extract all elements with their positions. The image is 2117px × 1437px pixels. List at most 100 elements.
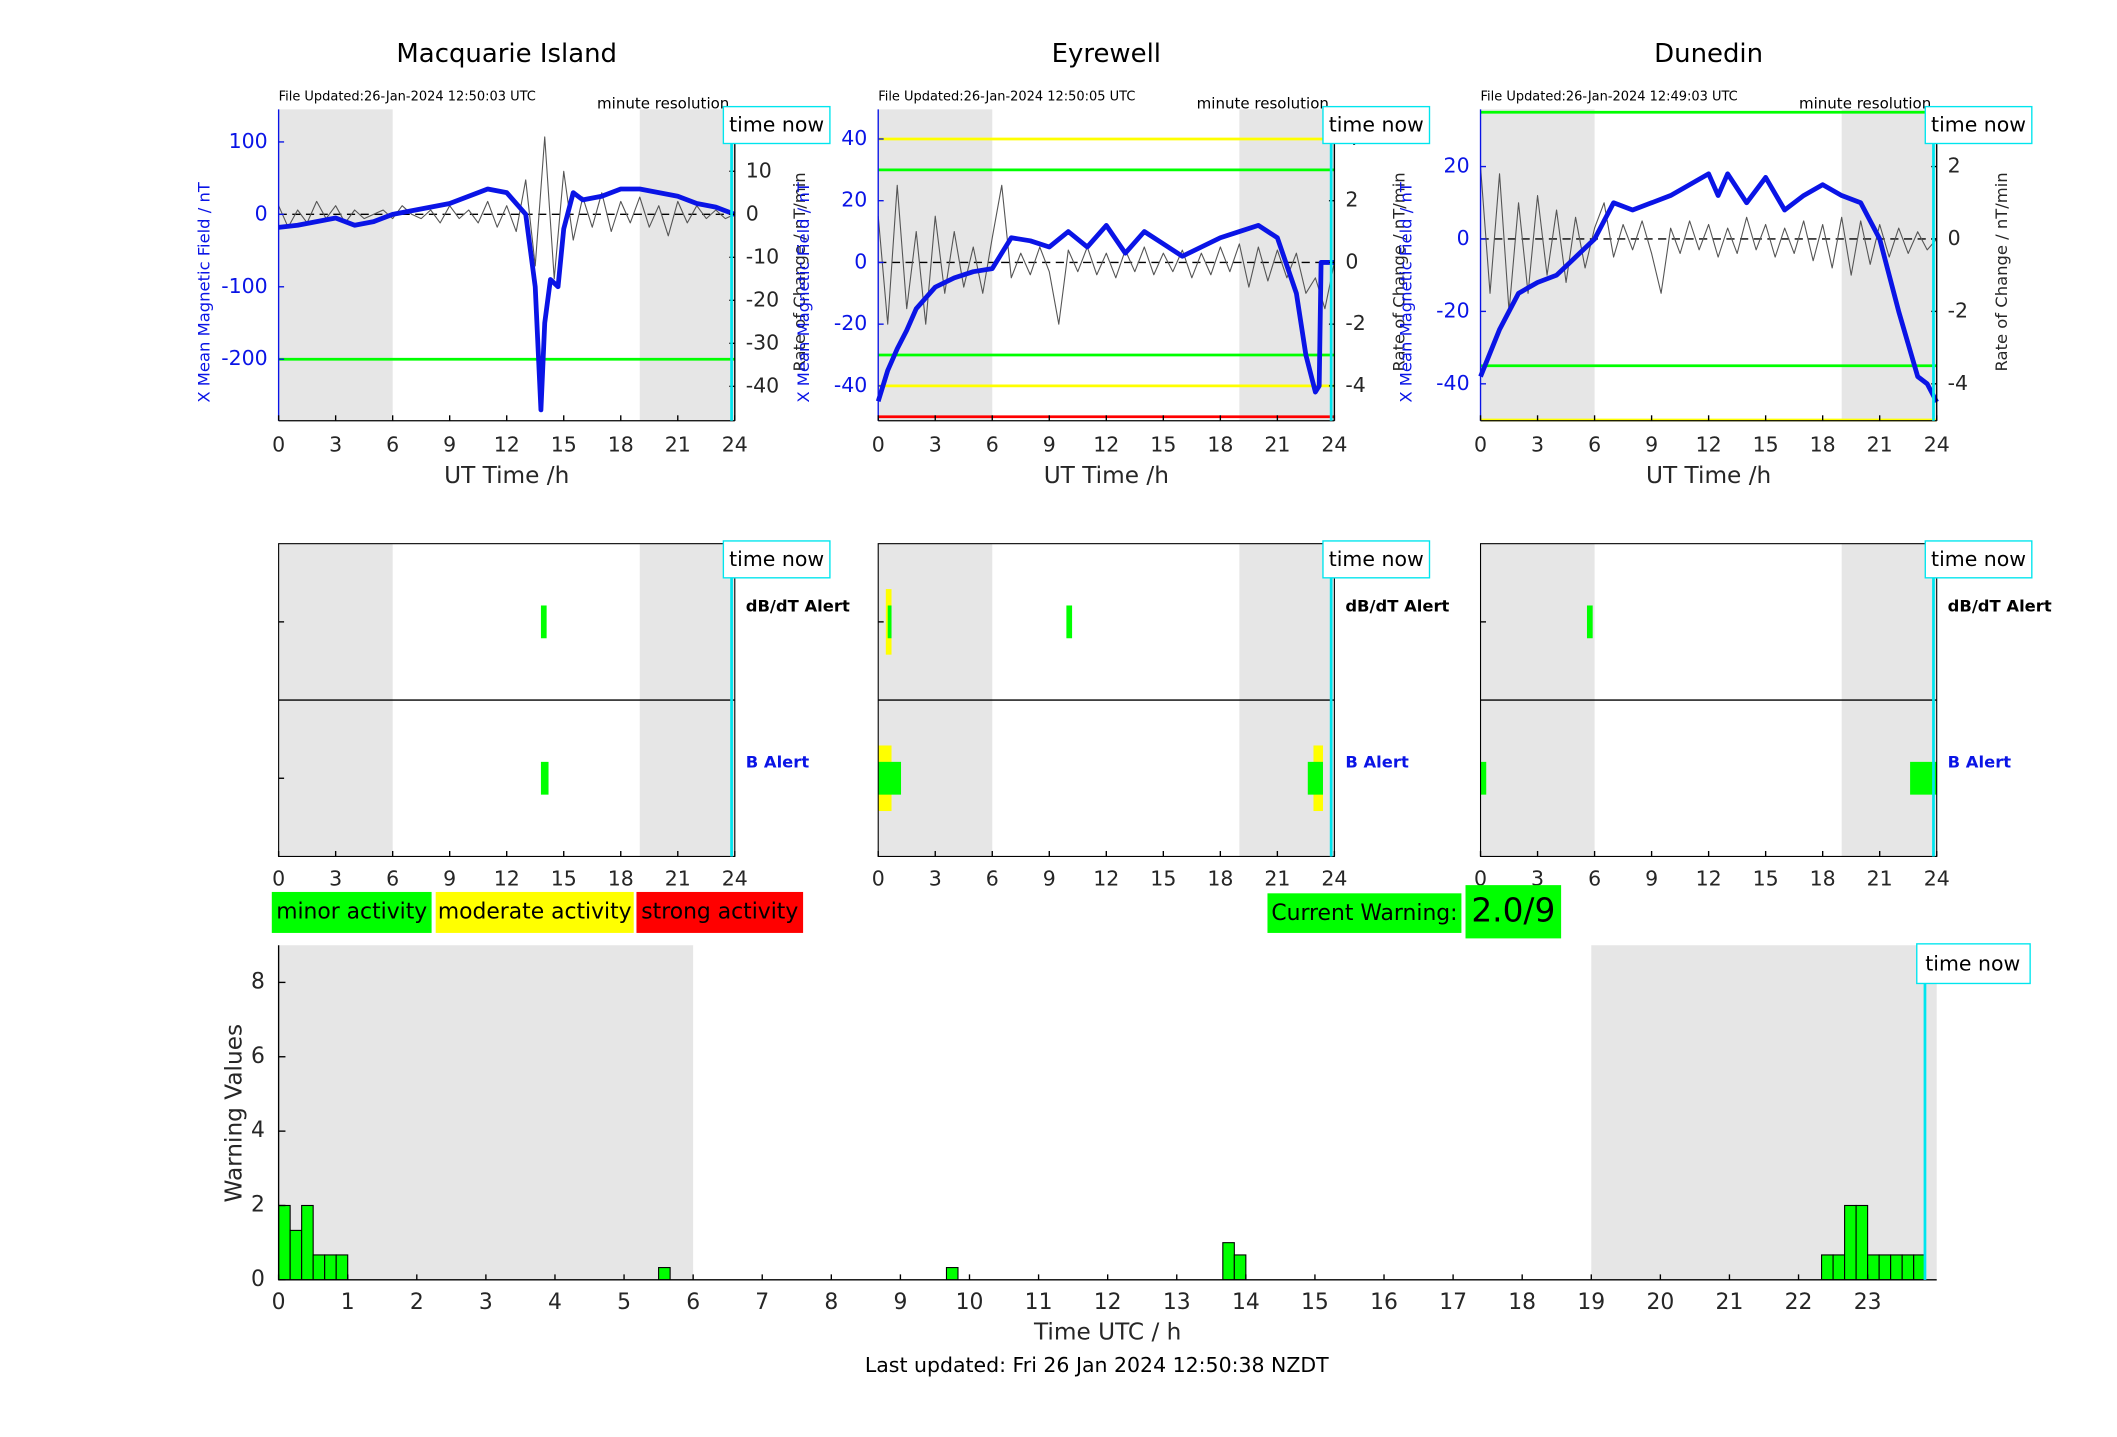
x-tick-label: 9 bbox=[1043, 432, 1056, 456]
time-now-label: time now bbox=[1931, 113, 2026, 137]
file-updated: File Updated:26-Jan-2024 12:50:03 UTC bbox=[279, 90, 536, 105]
x-tick-label: 12 bbox=[494, 867, 520, 891]
x-tick-label: 24 bbox=[1924, 432, 1950, 456]
warning-bar bbox=[1821, 1254, 1834, 1281]
y-tick-label: 2 bbox=[251, 1192, 265, 1217]
x-axis-label: UT Time /h bbox=[1044, 462, 1169, 489]
x-tick-label: 18 bbox=[1207, 432, 1233, 456]
x-tick-label: 7 bbox=[755, 1290, 769, 1315]
warning-bar bbox=[1832, 1254, 1846, 1281]
x-tick-label: 0 bbox=[272, 432, 285, 456]
x-tick-label: 0 bbox=[872, 432, 885, 456]
warning-bar bbox=[1890, 1254, 1903, 1281]
x-tick-label: 11 bbox=[1025, 1290, 1053, 1315]
x-tick-label: 24 bbox=[722, 432, 748, 456]
x-tick-label: 24 bbox=[1321, 432, 1347, 456]
x-tick-label: 9 bbox=[1043, 867, 1056, 891]
file-updated: File Updated:26-Jan-2024 12:49:03 UTC bbox=[1481, 90, 1738, 105]
time-now-box bbox=[1322, 105, 1431, 145]
rate-line bbox=[877, 184, 1335, 325]
x-tick-label: 18 bbox=[1810, 867, 1836, 891]
field-line bbox=[278, 186, 736, 413]
x-tick-label: 6 bbox=[1588, 432, 1601, 456]
x-tick-label: 4 bbox=[548, 1290, 562, 1315]
x-tick-label: 2 bbox=[410, 1290, 424, 1315]
time-now-box bbox=[1916, 943, 2031, 985]
x-tick-label: 0 bbox=[272, 1290, 286, 1315]
x-tick-label: 15 bbox=[551, 867, 577, 891]
panel-title: Eyrewell bbox=[1052, 39, 1161, 69]
warning-bar bbox=[335, 1254, 349, 1281]
x-tick-label: 10 bbox=[956, 1290, 984, 1315]
x-tick-label: 24 bbox=[1924, 867, 1950, 891]
time-now-box bbox=[722, 540, 831, 579]
warning-bar bbox=[1901, 1254, 1915, 1281]
legend-label: moderate activity bbox=[438, 899, 632, 924]
x-tick-label: 12 bbox=[1093, 867, 1119, 891]
x-tick-label: 6 bbox=[686, 1290, 700, 1315]
warning-bar bbox=[658, 1267, 671, 1281]
warning-bar bbox=[1233, 1254, 1247, 1281]
panel-title: Dunedin bbox=[1654, 39, 1763, 69]
x-tick-label: 3 bbox=[329, 867, 342, 891]
time-now-label: time now bbox=[729, 547, 824, 571]
y2-tick-label: 10 bbox=[746, 158, 772, 182]
warning-bar bbox=[1867, 1254, 1880, 1281]
x-tick-label: 21 bbox=[665, 867, 691, 891]
x-tick-label: 9 bbox=[443, 867, 456, 891]
panel-title: Macquarie Island bbox=[396, 39, 617, 69]
time-now-box bbox=[1924, 540, 2033, 579]
y-tick-label: 0 bbox=[255, 201, 268, 225]
y-tick-label: 6 bbox=[251, 1044, 265, 1069]
x-tick-label: 16 bbox=[1370, 1290, 1398, 1315]
y-axis-label: X Mean Magnetic Field / nT bbox=[194, 181, 213, 403]
x-tick-label: 0 bbox=[872, 867, 885, 891]
warning-bar bbox=[324, 1254, 337, 1281]
x-tick-label: 9 bbox=[1645, 432, 1658, 456]
x-tick-label: 9 bbox=[893, 1290, 907, 1315]
x-tick-label: 0 bbox=[1474, 867, 1487, 891]
y-tick-label: 20 bbox=[841, 188, 867, 212]
y-tick-label: 8 bbox=[251, 969, 265, 994]
warning-value: 2.0/9 bbox=[1471, 891, 1555, 929]
resolution: minute resolution bbox=[1197, 94, 1329, 112]
y-tick-label: 40 bbox=[841, 126, 867, 150]
time-now-box bbox=[722, 105, 831, 145]
row-label: dB/dT Alert bbox=[1948, 596, 2052, 615]
y2-axis-label: Rate of Change / nT/min bbox=[1992, 172, 2011, 371]
y-tick-label: 100 bbox=[229, 129, 268, 153]
x-tick-label: 14 bbox=[1232, 1290, 1260, 1315]
warning-bar bbox=[945, 1267, 959, 1281]
y-tick-label: -20 bbox=[1436, 298, 1469, 322]
x-tick-label: 3 bbox=[1531, 432, 1544, 456]
y-tick-label: -40 bbox=[1436, 371, 1469, 395]
time-now-box bbox=[1322, 540, 1431, 579]
y2-tick-label: 0 bbox=[1948, 226, 1961, 250]
x-tick-label: 3 bbox=[329, 432, 342, 456]
rate-line bbox=[278, 136, 736, 280]
x-tick-label: 6 bbox=[386, 432, 399, 456]
x-axis-label: Time UTC / h bbox=[1033, 1319, 1181, 1346]
x-tick-label: 5 bbox=[617, 1290, 631, 1315]
alert-bar bbox=[1480, 761, 1487, 795]
x-tick-label: 17 bbox=[1439, 1290, 1467, 1315]
y2-tick-label: 2 bbox=[1948, 154, 1961, 178]
night-shade bbox=[1591, 945, 1937, 1280]
alert-bar bbox=[887, 605, 892, 639]
night-shade bbox=[278, 945, 694, 1280]
x-tick-label: 12 bbox=[1093, 432, 1119, 456]
time-now-label: time now bbox=[1925, 951, 2020, 975]
y2-tick-label: -10 bbox=[746, 244, 779, 268]
y-tick-label: 0 bbox=[1457, 226, 1470, 250]
x-tick-label: 0 bbox=[1474, 432, 1487, 456]
x-tick-label: 15 bbox=[1150, 432, 1176, 456]
y-tick-label: -40 bbox=[834, 373, 867, 397]
night-shade bbox=[639, 109, 735, 421]
resolution: minute resolution bbox=[1799, 94, 1931, 112]
x-tick-label: 15 bbox=[1753, 432, 1779, 456]
y2-tick-label: 0 bbox=[1345, 249, 1358, 273]
x-tick-label: 15 bbox=[1753, 867, 1779, 891]
x-tick-label: 1 bbox=[341, 1290, 355, 1315]
y2-tick-label: 0 bbox=[746, 201, 759, 225]
